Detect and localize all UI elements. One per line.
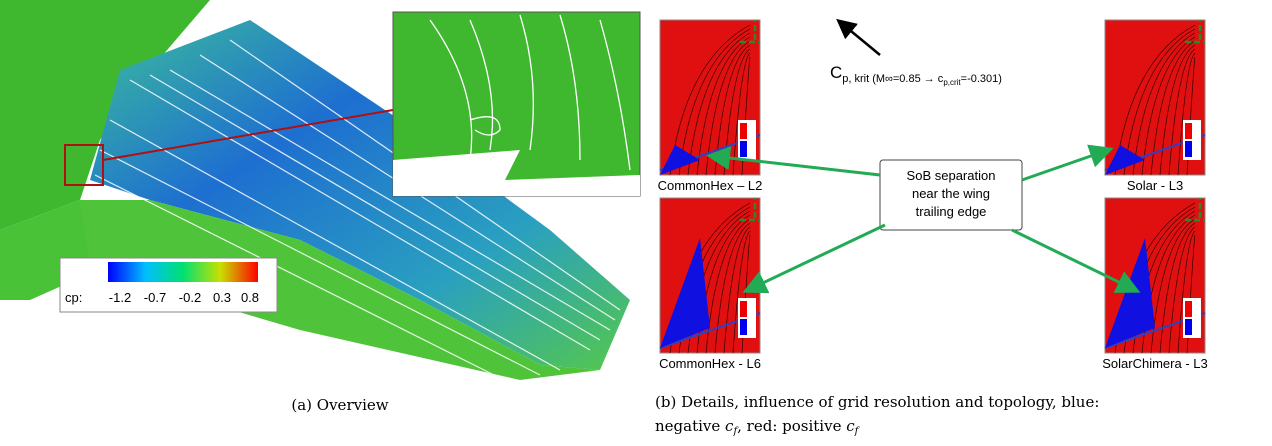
streamline — [1123, 28, 1196, 176]
annotation-detail: (M∞=0.85 → c — [872, 73, 944, 85]
legend-blue — [1185, 319, 1192, 335]
legend-red — [740, 123, 747, 139]
legend-red — [1185, 123, 1192, 139]
cf-symbol: c — [725, 417, 734, 435]
sep-region — [1105, 238, 1155, 348]
caption-b-1: (b) Details, influence of grid resolutio… — [655, 393, 1099, 411]
caption-text: , red: positive — [737, 417, 846, 435]
colorbar-label: 0.3 — [213, 290, 231, 305]
panel: Solar - L3 — [1104, 19, 1206, 193]
callout-text: near the wing — [912, 186, 990, 201]
cp-contour — [1185, 198, 1205, 222]
panel-label: CommonHex - L6 — [659, 356, 761, 371]
panel-label: SolarChimera - L3 — [1102, 356, 1208, 371]
panel: CommonHex – L2 — [658, 19, 763, 193]
streamline — [1150, 40, 1196, 176]
streamline — [1177, 230, 1196, 354]
callout-arrows — [706, 144, 1141, 294]
streamline — [687, 32, 751, 176]
colorbar-title: cp: — [65, 290, 82, 305]
callout-text: trailing edge — [916, 204, 987, 219]
cf-sub: f — [732, 426, 739, 437]
streamline — [1177, 52, 1196, 176]
cf-symbol: c — [846, 417, 855, 435]
streamline — [1132, 32, 1196, 176]
caption-b-2: negative cf, red: positive cf — [655, 417, 861, 437]
legend-blue — [1185, 141, 1192, 157]
overview-image — [0, 0, 641, 380]
colorbar-label: -1.2 — [109, 290, 131, 305]
callout-box — [879, 159, 1023, 231]
streamline — [678, 28, 751, 176]
annotation-detail-sub: p,crit — [943, 78, 961, 87]
cp-contour — [740, 20, 760, 44]
streamline — [732, 230, 751, 354]
annotation: Cp, krit (M∞=0.85 → cp,crit=-0.301) — [830, 63, 1002, 87]
legend-red — [740, 301, 747, 317]
streamline — [723, 226, 751, 354]
cf-sub: f — [854, 426, 861, 437]
sep-region — [660, 145, 700, 175]
sep-region — [1105, 145, 1145, 175]
cp-contour — [740, 198, 760, 222]
panel-label: Solar - L3 — [1127, 178, 1183, 193]
streamline — [732, 52, 751, 176]
callout-text: SoB separation — [907, 168, 996, 183]
colorbar-label: -0.2 — [179, 290, 201, 305]
cp-contour — [1185, 20, 1205, 44]
legend-blue — [740, 141, 747, 157]
colorbar-label: -0.7 — [144, 290, 166, 305]
panel-label: CommonHex – L2 — [658, 178, 763, 193]
colorbar-label: 0.8 — [241, 290, 259, 305]
streamline — [1168, 226, 1196, 354]
annotation-sub: p, krit — [842, 73, 869, 85]
annotation-arrow — [836, 18, 881, 56]
streamline — [1141, 36, 1196, 176]
annotation-detail-end: =-0.301) — [961, 73, 1002, 85]
legend-blue — [740, 319, 747, 335]
panel: CommonHex - L6 — [659, 197, 761, 371]
caption-a: (a) Overview — [291, 396, 388, 414]
streamline — [696, 36, 751, 176]
legend-red — [1185, 301, 1192, 317]
annotation-symbol: C — [830, 63, 842, 82]
caption-text: negative — [655, 417, 725, 435]
panel: SolarChimera - L3 — [1102, 197, 1208, 371]
streamline — [1168, 48, 1196, 176]
sep-region — [660, 238, 710, 348]
